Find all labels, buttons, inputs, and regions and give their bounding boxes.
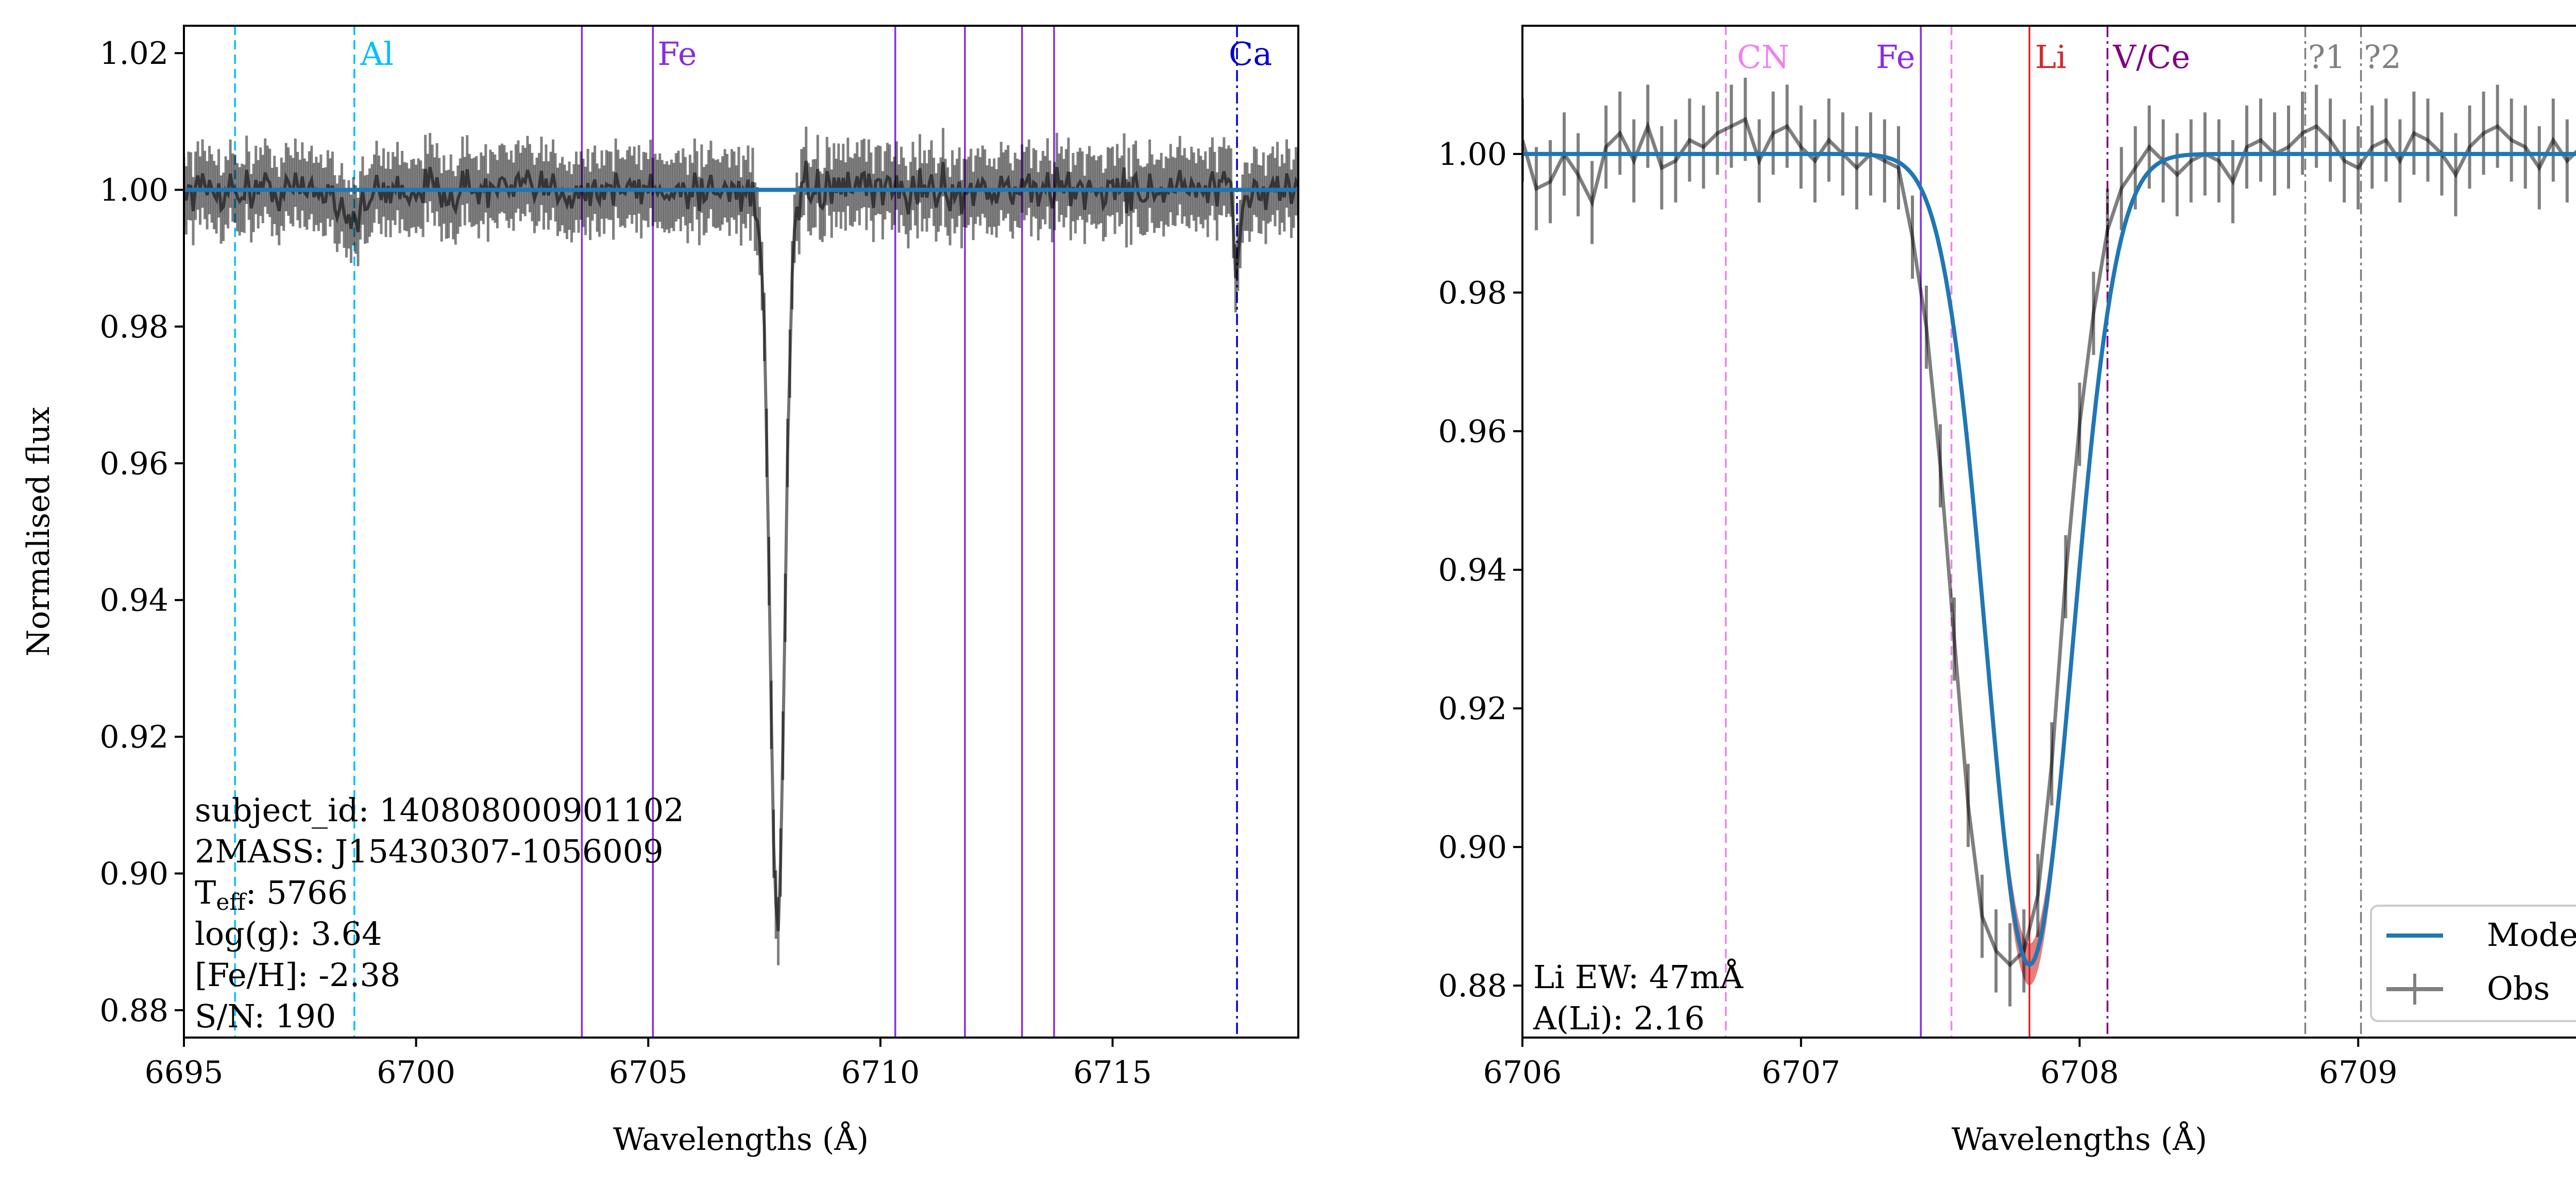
right-band: [1931, 215, 2124, 986]
left-y-tick-label: 0.96: [99, 446, 168, 482]
left-line-label: Al: [360, 35, 394, 73]
info-sn: S/N: 190: [195, 997, 336, 1035]
right-line-label: ?1: [2308, 38, 2346, 76]
right-y-tick-label: 0.90: [1438, 829, 1507, 865]
right-y-tick-label: 0.94: [1438, 552, 1507, 588]
right-y-tick-label: 0.88: [1438, 968, 1507, 1004]
left-y-tick-label: 0.92: [99, 719, 168, 755]
left-obs-line: [184, 160, 1298, 931]
left-y-tick-label: 0.88: [99, 993, 168, 1029]
left-panel: Al Fe Ca 6695 6700 6705 6710 6715 0.88 0.90 0.92 0…: [21, 25, 1299, 1158]
info-logg: log(g): 3.64: [195, 915, 382, 953]
info-subject-id: subject_id: 140808000901102: [195, 791, 684, 829]
left-info-box: subject_id: 140808000901102 2MASS: J1543…: [195, 791, 684, 1035]
left-axes-frame: [183, 25, 1299, 1039]
left-y-tick-label: 1.02: [99, 36, 168, 72]
right-y-tick-label: 1.00: [1438, 137, 1507, 173]
right-model: [1522, 151, 2576, 968]
left-x-tick-label: 6705: [609, 1055, 688, 1091]
info-feh: [Fe/H]: -2.38: [195, 956, 400, 994]
left-y-tick-label: 0.90: [99, 856, 168, 892]
right-x-tick-label: 6708: [2040, 1055, 2119, 1091]
right-line-label: V/Ce: [2112, 38, 2190, 76]
left-x-tick-label: 6715: [1073, 1055, 1152, 1091]
legend-model-label: Model: [2487, 916, 2576, 954]
left-x-axis-label: Wavelengths (Å): [613, 1121, 869, 1158]
right-x-axis-label: Wavelengths (Å): [1952, 1121, 2207, 1158]
right-ticks: 670667076708670967100.880.900.920.940.96…: [1438, 137, 2398, 1091]
right-info-box: Li EW: 47mÅ A(Li): 2.16: [1533, 958, 1744, 1037]
right-line-markers: [1724, 26, 2362, 1038]
left-y-tick-label: 0.98: [99, 309, 168, 345]
right-line-label: CN: [1737, 38, 1789, 76]
right-model-uncertainty-band: [1931, 215, 2124, 986]
right-model-line: [1522, 151, 2576, 968]
info-teff-main: T: [195, 874, 216, 911]
right-y-tick-label: 0.92: [1438, 691, 1507, 727]
legend: Model Obs: [2370, 905, 2576, 1022]
right-x-tick-label: 6707: [1761, 1055, 1840, 1091]
left-y-tick-label: 1.00: [99, 172, 168, 208]
right-obs-line: [1522, 116, 2576, 968]
right-line-label: Li: [2035, 38, 2066, 76]
left-x-tick-label: 6695: [145, 1055, 224, 1091]
left-ticks: 6695 6700 6705 6710 6715 0.88 0.90 0.92 0.94 0.96…: [99, 36, 1151, 1091]
left-line-label: Ca: [1229, 35, 1272, 73]
info-teff-sub: eff: [216, 889, 247, 915]
right-y-tick-label: 0.98: [1438, 275, 1507, 311]
left-y-axis-label: Normalised flux: [21, 407, 57, 657]
right-line-label: ?2: [2364, 38, 2401, 76]
right-line-label: Fe: [1876, 38, 1915, 76]
left-line-label: Fe: [657, 35, 697, 73]
info-teff-value: : 5766: [246, 874, 348, 911]
left-line-labels: Al Fe Ca: [360, 35, 1272, 73]
left-x-tick-label: 6700: [377, 1055, 455, 1091]
left-y-tick-label: 0.94: [99, 583, 168, 619]
info-teff: Teff: 5766: [195, 874, 348, 915]
right-x-tick-label: 6706: [1483, 1055, 1562, 1091]
left-observed-spectrum: [184, 126, 1298, 965]
left-x-tick-label: 6710: [841, 1055, 920, 1091]
right-line-labels: CN Fe Li V/Ce ?1 ?2: [1737, 38, 2401, 76]
right-x-tick-label: 6709: [2319, 1055, 2398, 1091]
info-a-li: A(Li): 2.16: [1533, 999, 1705, 1037]
legend-obs-label: Obs: [2487, 970, 2550, 1007]
info-li-ew: Li EW: 47mÅ: [1533, 958, 1744, 996]
info-2mass: 2MASS: J15430307-1056009: [195, 833, 664, 870]
right-y-tick-label: 0.96: [1438, 414, 1507, 450]
